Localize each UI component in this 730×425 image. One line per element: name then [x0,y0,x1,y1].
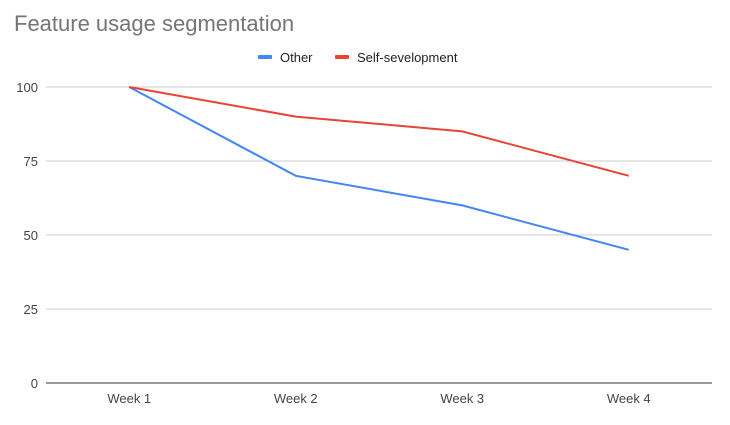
y-tick-label: 0 [31,376,38,391]
y-tick-label: 50 [24,228,38,243]
y-tick-label: 100 [16,80,38,95]
series-line-other [128,86,630,251]
chart-title: Feature usage segmentation [14,11,294,36]
legend-label: Other [280,50,313,65]
legend-swatch [258,55,272,59]
y-tick-label: 75 [24,154,38,169]
x-tick-label: Week 2 [274,391,318,406]
x-tick-label: Week 1 [107,391,151,406]
y-tick-label: 25 [24,302,38,317]
series-line-self-sevelopment [129,86,630,177]
legend-label: Self-sevelopment [357,50,458,65]
legend-swatch [335,55,349,59]
x-tick-label: Week 3 [440,391,484,406]
x-tick-label: Week 4 [607,391,651,406]
